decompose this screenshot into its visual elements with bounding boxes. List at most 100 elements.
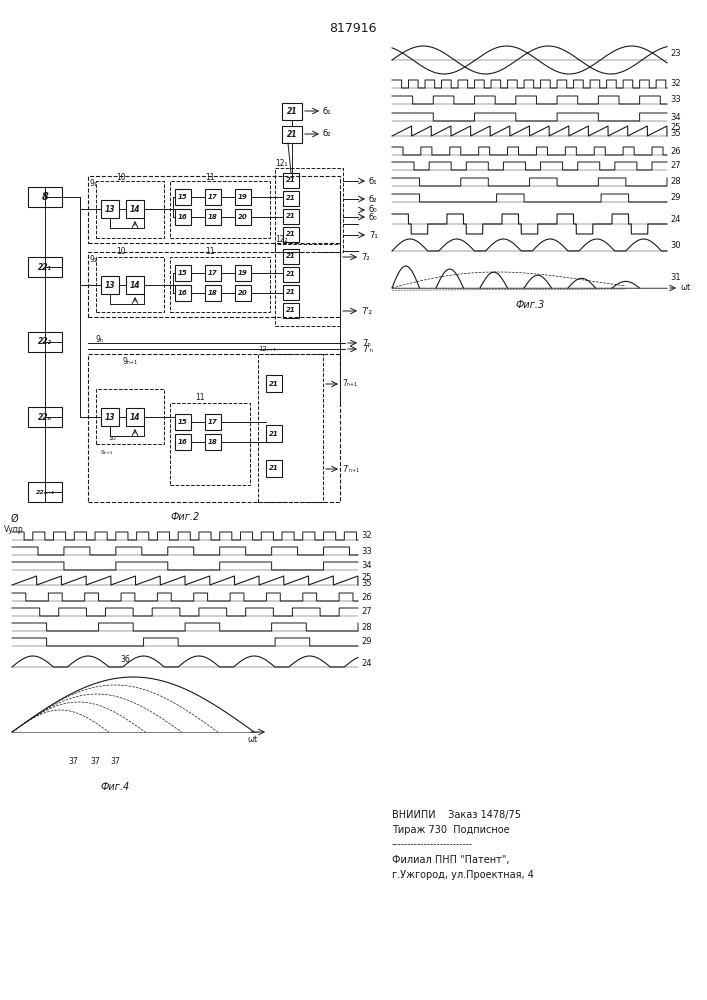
Bar bbox=[96, 389, 164, 444]
Bar bbox=[266, 375, 282, 392]
Text: 27: 27 bbox=[670, 161, 681, 170]
Bar bbox=[96, 181, 164, 238]
Text: 11: 11 bbox=[195, 393, 204, 402]
Bar bbox=[28, 187, 62, 207]
Text: Vупр: Vупр bbox=[4, 526, 24, 534]
Bar bbox=[266, 460, 282, 477]
Bar bbox=[126, 276, 144, 294]
Text: 10: 10 bbox=[108, 436, 116, 442]
Text: 13: 13 bbox=[105, 280, 115, 290]
Bar bbox=[282, 126, 302, 143]
Text: б₁: б₁ bbox=[323, 106, 332, 115]
Text: 9₂: 9₂ bbox=[90, 255, 98, 264]
Text: 17: 17 bbox=[208, 270, 218, 276]
Text: 21: 21 bbox=[286, 232, 296, 237]
Bar bbox=[283, 209, 299, 224]
Bar bbox=[235, 265, 251, 281]
Text: 7'ₙ: 7'ₙ bbox=[362, 344, 373, 354]
Text: 19: 19 bbox=[238, 194, 248, 200]
Text: 19: 19 bbox=[238, 270, 248, 276]
Text: Тираж 730  Подписное: Тираж 730 Подписное bbox=[392, 825, 510, 835]
Text: 26: 26 bbox=[670, 146, 681, 155]
Text: 21: 21 bbox=[286, 196, 296, 202]
Text: 21: 21 bbox=[286, 178, 296, 184]
Text: 36: 36 bbox=[120, 654, 130, 664]
Text: 20: 20 bbox=[238, 214, 248, 220]
Bar bbox=[283, 173, 299, 188]
Text: 7₂: 7₂ bbox=[361, 252, 370, 261]
Text: 22ₘ₊₁: 22ₘ₊₁ bbox=[35, 489, 54, 494]
Text: 18: 18 bbox=[208, 214, 218, 220]
Bar bbox=[88, 176, 340, 243]
Text: 11: 11 bbox=[205, 247, 214, 256]
Text: 21: 21 bbox=[286, 271, 296, 277]
Text: 21: 21 bbox=[287, 130, 297, 139]
Text: 34: 34 bbox=[670, 112, 681, 121]
Text: 14: 14 bbox=[130, 205, 140, 214]
Bar bbox=[205, 209, 221, 225]
Text: 32: 32 bbox=[670, 80, 681, 89]
Bar bbox=[101, 408, 119, 426]
Text: 17: 17 bbox=[208, 194, 218, 200]
Text: 16: 16 bbox=[178, 290, 188, 296]
Bar bbox=[283, 303, 299, 318]
Bar bbox=[283, 191, 299, 206]
Text: б₂: б₂ bbox=[323, 129, 332, 138]
Bar bbox=[88, 252, 340, 317]
Text: 7₁: 7₁ bbox=[369, 231, 378, 239]
Bar bbox=[235, 189, 251, 205]
Bar bbox=[170, 403, 250, 485]
Bar bbox=[175, 285, 191, 301]
Bar bbox=[235, 209, 251, 225]
Text: 24: 24 bbox=[670, 216, 681, 225]
Text: 32: 32 bbox=[361, 532, 372, 540]
Text: 17: 17 bbox=[208, 419, 218, 425]
Bar bbox=[170, 257, 270, 312]
Text: 37: 37 bbox=[68, 758, 78, 766]
Text: 21: 21 bbox=[269, 466, 279, 472]
Text: 15: 15 bbox=[178, 194, 188, 200]
Text: 20: 20 bbox=[238, 290, 248, 296]
Text: -------------------------: ------------------------- bbox=[392, 840, 473, 850]
Text: б₀: б₀ bbox=[369, 213, 378, 222]
Bar bbox=[205, 434, 221, 450]
Text: 37: 37 bbox=[90, 758, 100, 766]
Bar bbox=[266, 425, 282, 442]
Text: 18: 18 bbox=[208, 290, 218, 296]
Text: 7'ₙ₊₁: 7'ₙ₊₁ bbox=[342, 464, 359, 474]
Text: 12ₙ₊₁: 12ₙ₊₁ bbox=[258, 346, 276, 352]
Text: 37: 37 bbox=[110, 758, 119, 766]
Bar bbox=[283, 249, 299, 264]
Bar bbox=[88, 354, 340, 502]
Bar bbox=[101, 276, 119, 294]
Text: 22ₙ: 22ₙ bbox=[38, 412, 52, 422]
Bar bbox=[235, 285, 251, 301]
Text: 26: 26 bbox=[361, 592, 372, 601]
Bar bbox=[283, 227, 299, 242]
Bar bbox=[175, 209, 191, 225]
Text: б₁: б₁ bbox=[369, 176, 378, 186]
Text: б₂: б₂ bbox=[369, 194, 378, 204]
Bar bbox=[175, 265, 191, 281]
Bar bbox=[283, 267, 299, 282]
Text: Ø: Ø bbox=[10, 514, 18, 524]
Text: 12₂: 12₂ bbox=[275, 234, 288, 243]
Text: 31: 31 bbox=[670, 273, 681, 282]
Text: 13: 13 bbox=[105, 205, 115, 214]
Bar bbox=[28, 257, 62, 277]
Text: 25: 25 bbox=[670, 123, 681, 132]
Text: 28: 28 bbox=[361, 622, 372, 632]
Text: 27: 27 bbox=[361, 607, 372, 616]
Bar bbox=[28, 407, 62, 427]
Bar bbox=[205, 285, 221, 301]
Bar bbox=[283, 285, 299, 300]
Bar bbox=[205, 189, 221, 205]
Bar bbox=[205, 414, 221, 430]
Bar bbox=[126, 408, 144, 426]
Text: 21: 21 bbox=[286, 308, 296, 314]
Text: 9₁: 9₁ bbox=[90, 179, 98, 188]
Text: 21: 21 bbox=[286, 214, 296, 220]
Text: 9ₙ₊₁: 9ₙ₊₁ bbox=[123, 357, 138, 366]
Text: 15: 15 bbox=[178, 419, 188, 425]
Text: 14: 14 bbox=[130, 412, 140, 422]
